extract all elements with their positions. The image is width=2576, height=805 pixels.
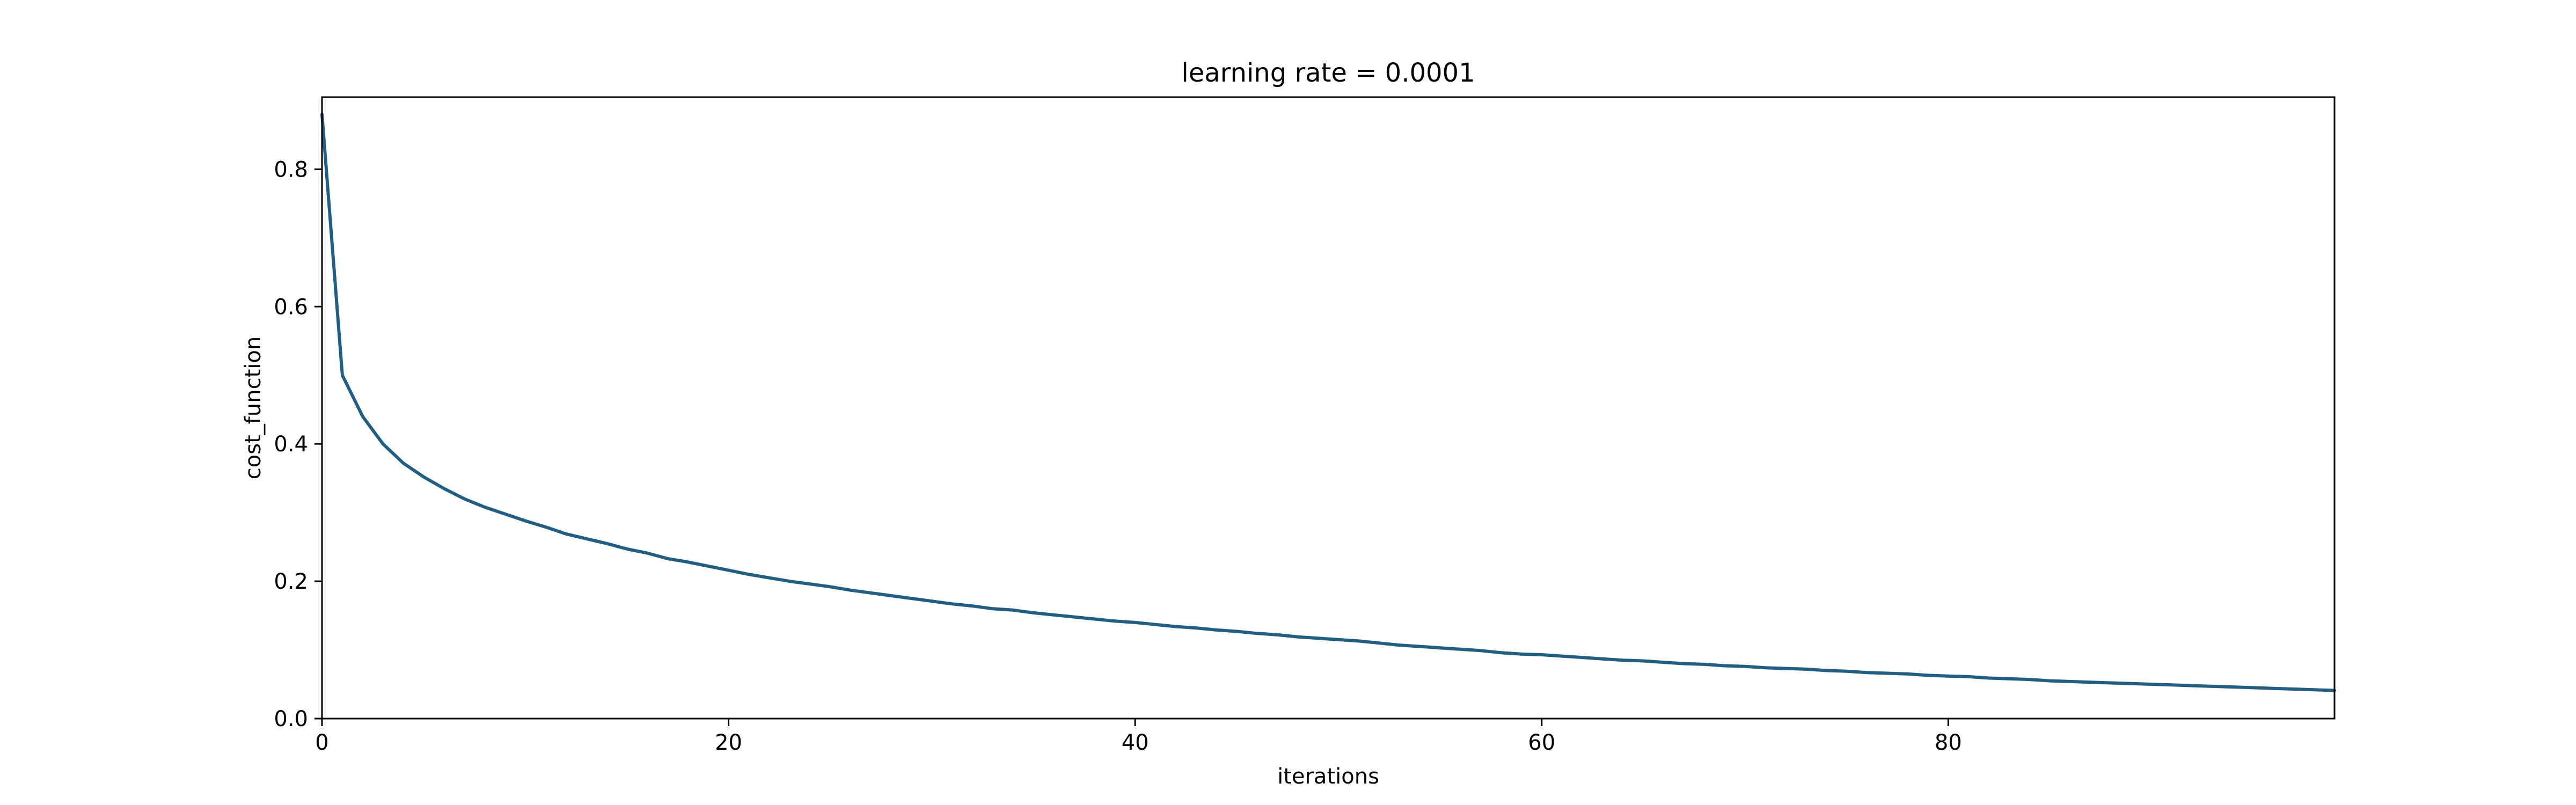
y-axis-ticks: 0.0 0.2 0.4 0.6 0.8 <box>274 157 322 731</box>
plot-frame <box>321 96 2336 720</box>
x-axis-label: iterations <box>1277 764 1379 789</box>
cost-function-line <box>320 113 2336 692</box>
y-tick-label: 0.2 <box>274 569 308 594</box>
y-axis-label: cost_function <box>241 336 266 479</box>
x-tick-label: 80 <box>1935 730 1962 755</box>
x-tick-label: 60 <box>1528 730 1555 755</box>
x-axis-ticks: 0 20 40 60 80 <box>315 719 1962 755</box>
x-tick-label: 0 <box>315 730 328 755</box>
y-tick-label: 0.8 <box>274 157 308 182</box>
y-tick-label: 0.6 <box>274 295 308 319</box>
chart-title: learning rate = 0.0001 <box>1181 58 1475 88</box>
y-tick-label: 0.4 <box>274 432 308 457</box>
x-tick-label: 20 <box>715 730 742 755</box>
x-tick-label: 40 <box>1122 730 1149 755</box>
y-tick-label: 0.0 <box>274 707 308 731</box>
